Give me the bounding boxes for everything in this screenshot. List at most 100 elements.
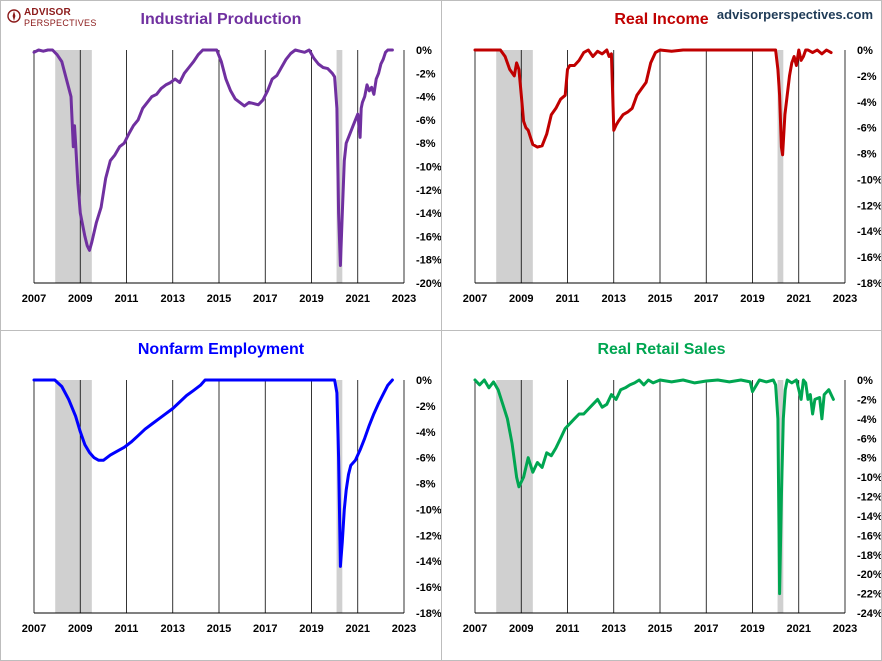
chart-title: Real Income xyxy=(614,11,709,28)
y-tick-label: -12% xyxy=(857,492,881,504)
series-line xyxy=(473,378,835,596)
x-tick-label: 2021 xyxy=(346,623,370,635)
y-tick-label: -24% xyxy=(857,608,881,620)
y-tick-label: -6% xyxy=(857,433,877,445)
y-tick-label: -2% xyxy=(416,68,436,80)
x-tick-label: 2009 xyxy=(509,293,533,305)
recession-band xyxy=(336,50,343,283)
chart-nonfarm-employment: 2007 2009 2011 2013 2015 2017 2019 2021 2023 0% -2… xyxy=(22,375,441,635)
x-tick-label: 2023 xyxy=(392,623,416,635)
y-tick-label: -14% xyxy=(857,511,881,523)
x-tick-label: 2011 xyxy=(556,293,580,305)
chart-title: Industrial Production xyxy=(140,11,302,28)
panel-industrial-production: 2007 2009 2011 2013 2015 2017 2019 2021 2023 0% -2… xyxy=(0,0,442,331)
y-tick-label: -10% xyxy=(857,472,881,484)
y-tick-label: -6% xyxy=(416,453,436,465)
x-tick-label: 2009 xyxy=(509,623,533,635)
x-tick-label: 2009 xyxy=(68,623,92,635)
y-tick-label: -18% xyxy=(416,608,441,620)
x-tick-label: 2013 xyxy=(602,623,626,635)
x-tick-label: 2007 xyxy=(22,623,46,635)
chart-real-income: 2007 2009 2011 2013 2015 2017 2019 2021 2023 0% -2… xyxy=(463,45,881,305)
y-tick-label: -14% xyxy=(857,226,881,238)
x-tick-label: 2013 xyxy=(161,623,185,635)
x-tick-label: 2007 xyxy=(463,293,487,305)
y-tick-label: -16% xyxy=(857,252,881,264)
y-tick-label: -10% xyxy=(416,162,441,174)
chart-real-retail-sales: 2007 2009 2011 2013 2015 2017 2019 2021 2023 0% -2… xyxy=(463,375,881,635)
recession-band xyxy=(496,50,533,283)
series-line xyxy=(473,48,833,157)
y-tick-label: -10% xyxy=(857,174,881,186)
recession-band xyxy=(496,380,533,613)
chart-industrial-production: 2007 2009 2011 2013 2015 2017 2019 2021 2023 0% -2… xyxy=(22,45,441,305)
x-tick-label: 2019 xyxy=(299,623,323,635)
logo-line1: ADVISOR xyxy=(24,7,71,18)
x-tick-label: 2021 xyxy=(787,293,811,305)
x-tick-label: 2013 xyxy=(602,293,626,305)
panel-nonfarm-employment: 2007 2009 2011 2013 2015 2017 2019 2021 2023 0% -2… xyxy=(0,330,442,661)
y-tick-label: -2% xyxy=(857,394,877,406)
y-tick-label: -8% xyxy=(416,138,436,150)
y-tick-label: -12% xyxy=(857,200,881,212)
y-tick-label: -16% xyxy=(857,530,881,542)
advisor-perspectives-logo: ADVISOR PERSPECTIVES xyxy=(7,6,127,30)
y-tick-label: -6% xyxy=(416,115,436,127)
x-tick-label: 2011 xyxy=(115,623,139,635)
compass-icon xyxy=(7,9,21,23)
y-tick-label: -22% xyxy=(857,589,881,601)
x-tick-label: 2023 xyxy=(392,293,416,305)
y-tick-label: -18% xyxy=(857,278,881,290)
panel-real-income: 2007 2009 2011 2013 2015 2017 2019 2021 2023 0% -2… xyxy=(441,0,882,331)
x-tick-label: 2017 xyxy=(694,293,718,305)
y-tick-label: -8% xyxy=(857,149,877,161)
y-tick-label: -16% xyxy=(416,582,441,594)
x-tick-label: 2017 xyxy=(694,623,718,635)
recession-band xyxy=(55,380,92,613)
x-tick-label: 2017 xyxy=(253,293,277,305)
x-tick-label: 2017 xyxy=(253,623,277,635)
series-line xyxy=(32,378,394,568)
x-tick-label: 2023 xyxy=(833,293,857,305)
y-tick-label: -4% xyxy=(857,414,877,426)
panel-real-retail-sales: 2007 2009 2011 2013 2015 2017 2019 2021 2023 0% -2… xyxy=(441,330,882,661)
y-tick-label: -4% xyxy=(416,427,436,439)
x-tick-label: 2015 xyxy=(648,293,672,305)
y-tick-label: -14% xyxy=(416,208,441,220)
y-tick-label: 0% xyxy=(857,45,873,57)
x-tick-label: 2021 xyxy=(787,623,811,635)
y-tick-label: -4% xyxy=(416,92,436,104)
x-tick-label: 2021 xyxy=(346,293,370,305)
y-tick-label: -2% xyxy=(416,401,436,413)
y-tick-label: -12% xyxy=(416,530,441,542)
chart-title: Real Retail Sales xyxy=(597,341,726,358)
x-tick-label: 2019 xyxy=(740,293,764,305)
x-tick-label: 2015 xyxy=(648,623,672,635)
y-tick-label: 0% xyxy=(416,375,432,387)
x-tick-label: 2019 xyxy=(740,623,764,635)
y-tick-label: 0% xyxy=(416,45,432,57)
y-tick-label: -12% xyxy=(416,185,441,197)
y-tick-label: -10% xyxy=(416,504,441,516)
y-tick-label: -4% xyxy=(857,97,877,109)
chart-title: Nonfarm Employment xyxy=(137,341,305,358)
y-tick-label: -20% xyxy=(857,569,881,581)
y-tick-label: -20% xyxy=(416,278,441,290)
x-tick-label: 2019 xyxy=(299,293,323,305)
series-line xyxy=(32,48,394,267)
y-tick-label: -8% xyxy=(857,453,877,465)
y-tick-label: 0% xyxy=(857,375,873,387)
x-tick-label: 2007 xyxy=(463,623,487,635)
y-tick-label: -2% xyxy=(857,71,877,83)
x-tick-label: 2015 xyxy=(207,623,231,635)
logo-line2: PERSPECTIVES xyxy=(24,18,97,28)
x-tick-label: 2013 xyxy=(161,293,185,305)
site-url: advisorperspectives.com xyxy=(716,7,873,22)
y-tick-label: -6% xyxy=(857,123,877,135)
y-tick-label: -14% xyxy=(416,556,441,568)
y-tick-label: -8% xyxy=(416,479,436,491)
x-tick-label: 2023 xyxy=(833,623,857,635)
x-tick-label: 2015 xyxy=(207,293,231,305)
y-tick-label: -18% xyxy=(416,255,441,267)
